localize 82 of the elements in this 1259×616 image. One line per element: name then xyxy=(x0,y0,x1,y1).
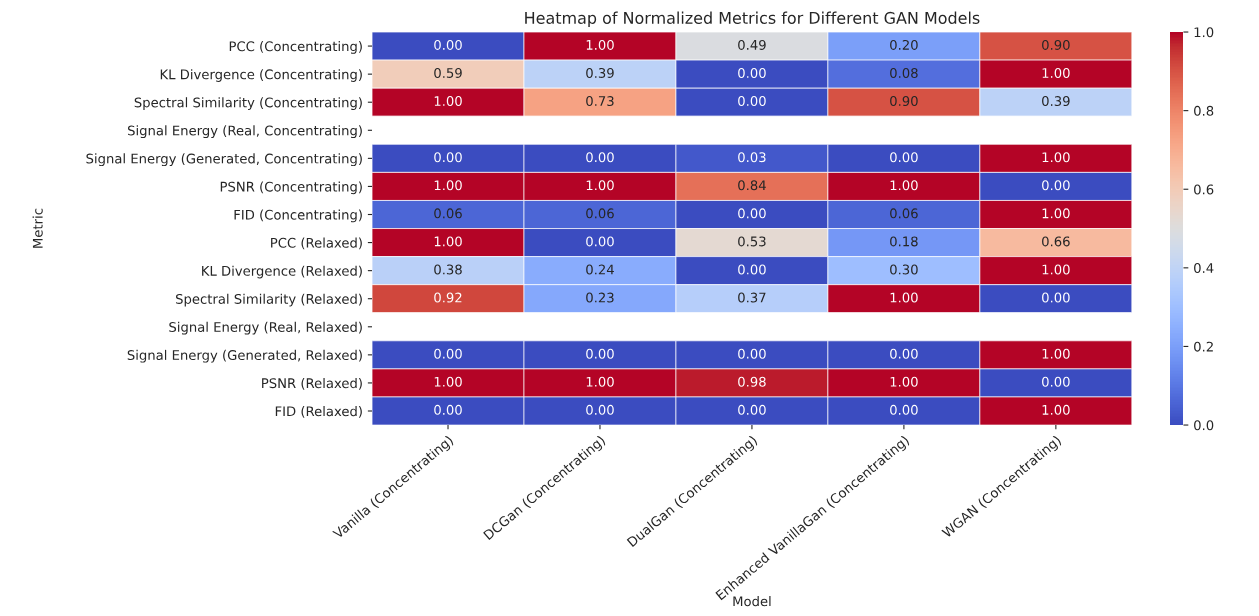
color-bar-label: 0.0 xyxy=(1194,420,1214,431)
data-label: 0.24 xyxy=(586,264,614,275)
data-label: 0.39 xyxy=(586,67,614,78)
data-label: 0.66 xyxy=(1042,236,1070,247)
data-label: 0.00 xyxy=(586,236,614,247)
data-label: 0.53 xyxy=(738,236,766,247)
chart-title: Heatmap of Normalized Metrics for Different GAN Models xyxy=(525,11,980,28)
data-label: 0.00 xyxy=(738,208,766,219)
data-label: 1.00 xyxy=(586,39,614,50)
color-bar-label: 0.6 xyxy=(1194,184,1214,195)
data-label: 1.00 xyxy=(890,376,918,387)
data-label: 1.00 xyxy=(434,180,462,191)
y-tick-label: FID (Concentrating) xyxy=(234,209,362,223)
data-label: 0.30 xyxy=(890,264,918,275)
data-label: 0.49 xyxy=(738,39,766,50)
data-label: 1.00 xyxy=(586,376,614,387)
data-label: 0.37 xyxy=(738,292,766,303)
data-label: 0.59 xyxy=(434,67,462,78)
data-label: 0.06 xyxy=(434,208,462,219)
data-label: 1.00 xyxy=(1042,67,1070,78)
data-label: 0.39 xyxy=(1042,96,1070,107)
data-label: 0.00 xyxy=(434,152,462,163)
data-label: 0.90 xyxy=(890,96,918,107)
data-label: 1.00 xyxy=(586,180,614,191)
color-bar-label: 1.0 xyxy=(1194,27,1214,38)
data-label: 1.00 xyxy=(434,96,462,107)
data-label: 0.00 xyxy=(586,152,614,163)
data-label: 0.00 xyxy=(890,348,918,359)
data-label: 0.00 xyxy=(1042,376,1070,387)
data-label: 1.00 xyxy=(434,376,462,387)
y-tick-label: PCC (Relaxed) xyxy=(271,237,362,250)
data-label: 0.23 xyxy=(586,292,614,303)
y-tick-label: PSNR (Concentrating) xyxy=(220,181,362,195)
y-tick-label: KL Divergence (Relaxed) xyxy=(202,265,362,279)
data-label: 1.00 xyxy=(1042,208,1070,219)
data-label: 0.73 xyxy=(586,96,614,107)
data-label: 0.00 xyxy=(1042,292,1070,303)
data-label: 0.06 xyxy=(890,208,918,219)
color-bar-label: 0.8 xyxy=(1194,105,1214,116)
data-label: 0.06 xyxy=(586,208,614,219)
data-label: 0.00 xyxy=(738,404,766,415)
data-label: 0.20 xyxy=(890,39,918,50)
data-label: 1.00 xyxy=(1042,152,1070,163)
data-label: 0.00 xyxy=(738,67,766,78)
color-bar-label: 0.4 xyxy=(1194,263,1214,274)
data-label: 0.00 xyxy=(434,39,462,50)
data-label: 1.00 xyxy=(890,180,918,191)
data-label: 0.00 xyxy=(890,404,918,415)
data-label: 0.00 xyxy=(738,264,766,275)
y-tick-label: Spectral Similarity (Relaxed) xyxy=(176,293,362,307)
data-label: 1.00 xyxy=(1042,348,1070,359)
y-tick-label: PCC (Concentrating) xyxy=(229,41,362,54)
y-tick-label: PSNR (Relaxed) xyxy=(262,377,362,390)
y-tick-label: Signal Energy (Generated, Concentrating) xyxy=(86,153,362,167)
data-label: 0.38 xyxy=(434,264,462,275)
y-tick-label: Signal Energy (Generated, Relaxed) xyxy=(127,349,362,363)
data-label: 1.00 xyxy=(1042,264,1070,275)
data-label: 0.00 xyxy=(434,404,462,415)
y-tick-label: Signal Energy (Real, Relaxed) xyxy=(169,321,362,335)
data-label: 1.00 xyxy=(434,236,462,247)
data-label: 0.00 xyxy=(586,348,614,359)
y-tick-label: KL Divergence (Concentrating) xyxy=(160,69,362,82)
data-label: 0.00 xyxy=(738,96,766,107)
data-label: 0.84 xyxy=(738,180,766,191)
data-label: 0.00 xyxy=(1042,180,1070,191)
data-label: 0.18 xyxy=(890,236,918,247)
y-tick-label: Spectral Similarity (Concentrating) xyxy=(134,97,362,110)
y-axis-title: Metric xyxy=(32,208,43,248)
color-bar-label: 0.2 xyxy=(1194,341,1213,352)
data-label: 0.98 xyxy=(738,376,766,387)
data-label: 0.03 xyxy=(738,152,766,163)
data-label: 0.00 xyxy=(890,152,918,163)
y-tick-label: Signal Energy (Real, Concentrating) xyxy=(127,125,362,139)
data-label: 0.00 xyxy=(434,348,462,359)
data-label: 0.90 xyxy=(1042,39,1070,50)
data-label: 0.00 xyxy=(738,348,766,359)
data-label: 1.00 xyxy=(890,292,918,303)
data-label: 0.00 xyxy=(586,404,614,415)
data-label: 1.00 xyxy=(1042,404,1070,415)
data-label: 0.08 xyxy=(890,67,918,78)
y-tick-label: FID (Relaxed) xyxy=(275,405,362,418)
data-label: 0.92 xyxy=(434,292,462,303)
